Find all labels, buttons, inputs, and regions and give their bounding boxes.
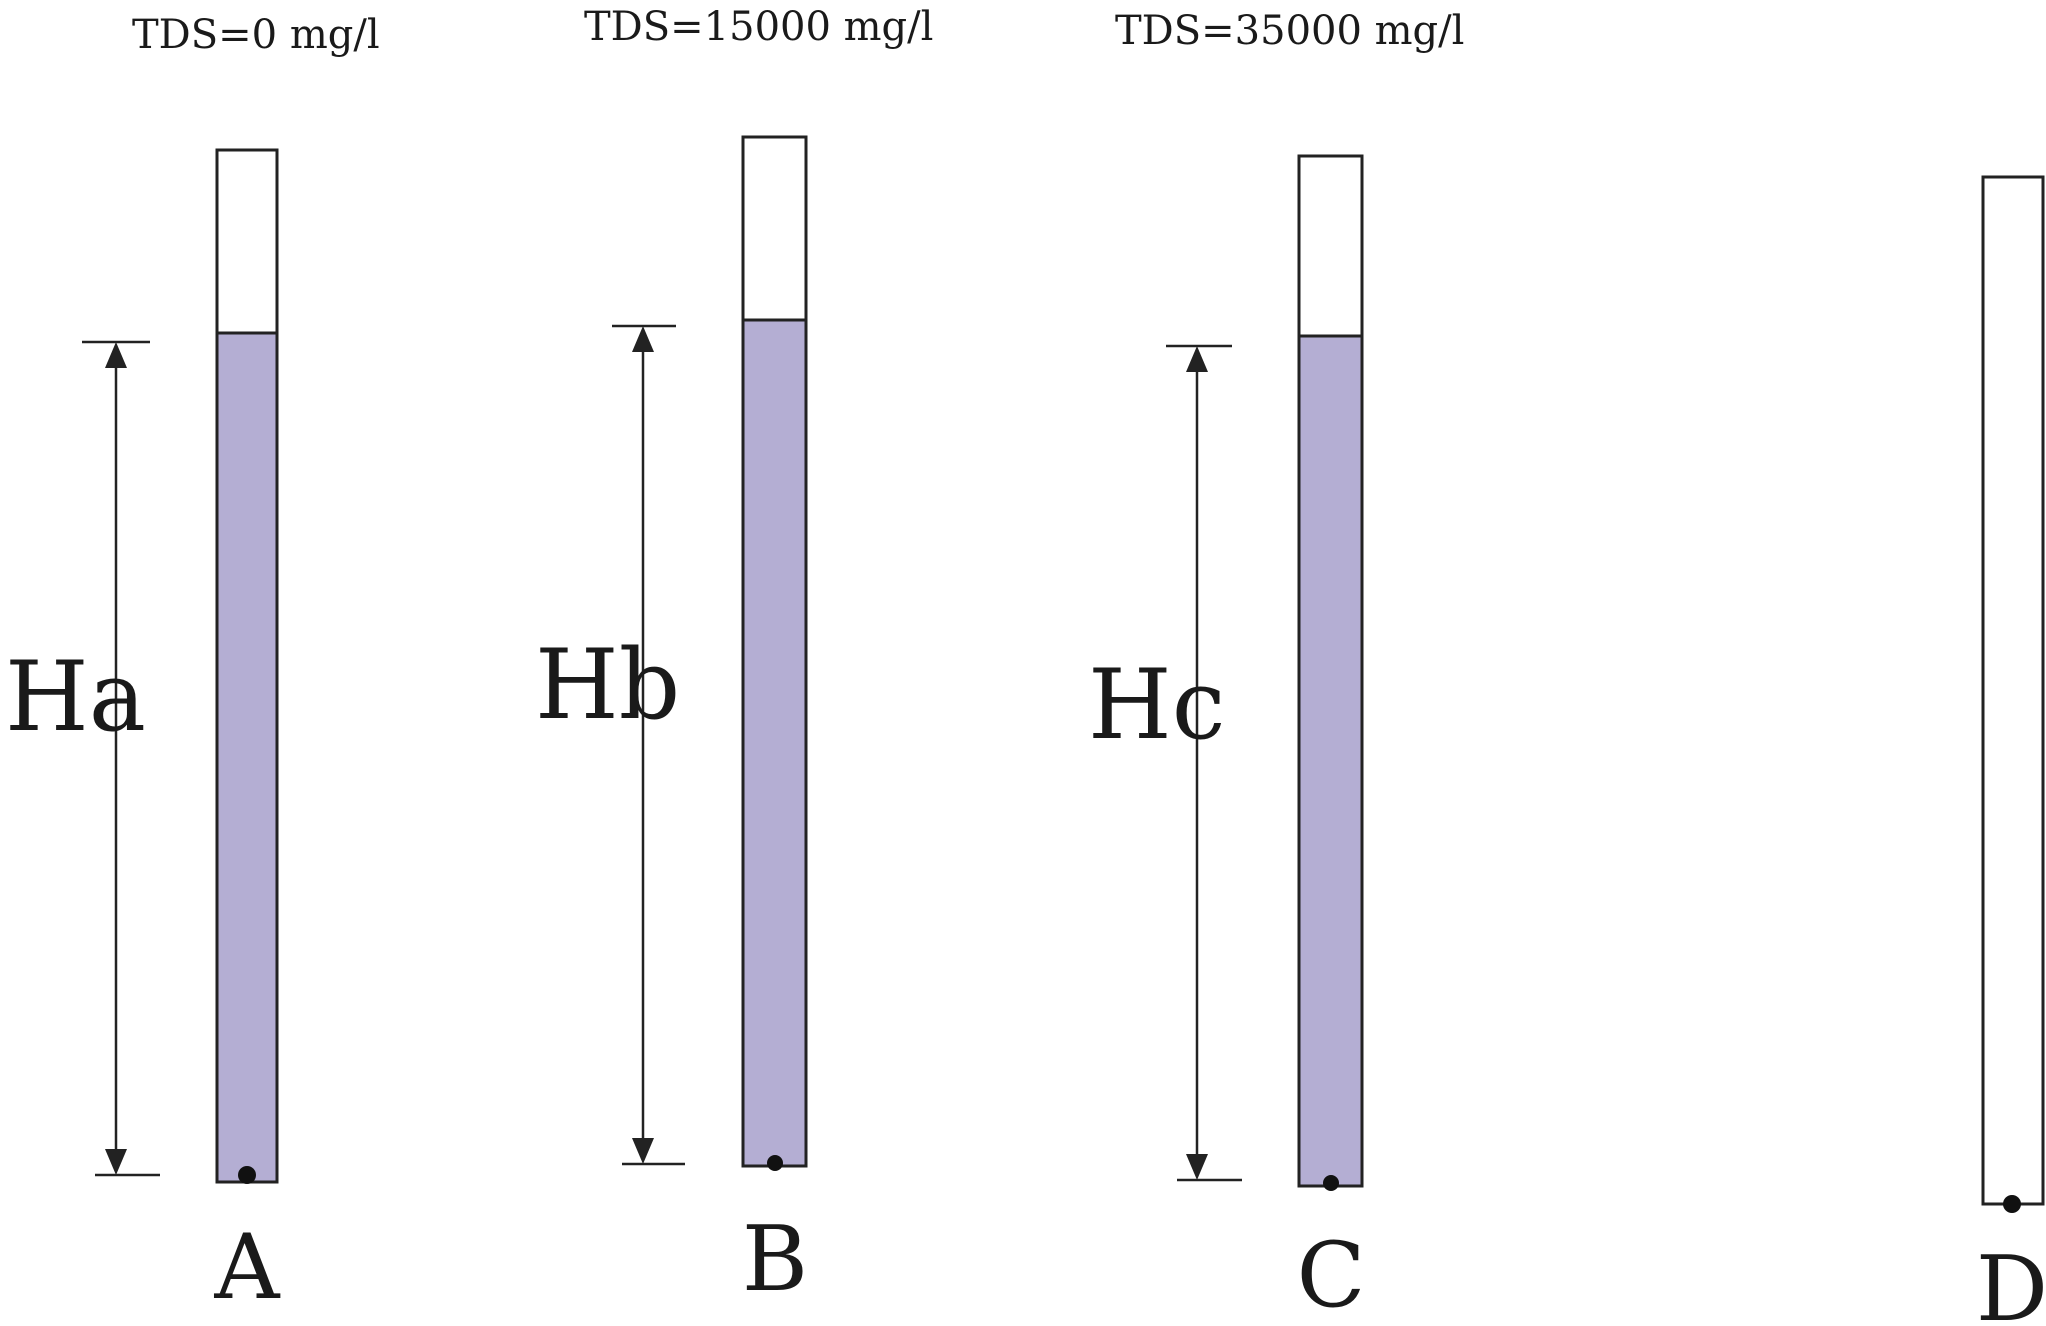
tube-b-label: B — [742, 1207, 808, 1312]
tube-b-liquid — [741, 318, 808, 1168]
tube-c-label: C — [1297, 1223, 1366, 1326]
tube-b-arrow-up — [632, 326, 654, 352]
tube-c-bottom-dot — [1323, 1175, 1339, 1191]
tube-c-height-label: Hc — [1088, 649, 1225, 761]
tube-c-group: TDS=35000 mg/l Hc C — [1088, 8, 1464, 1326]
tube-d-outline — [1981, 175, 2045, 1206]
tube-d-bottom-dot — [2003, 1195, 2021, 1213]
tube-b-height-label: Hb — [535, 629, 680, 741]
tube-b-bottom-dot — [767, 1155, 783, 1171]
tube-d-group: D — [1976, 175, 2046, 1326]
tube-a-tds-label: TDS=0 mg/l — [132, 12, 380, 58]
tube-a-bottom-dot — [238, 1166, 256, 1184]
tube-a-liquid — [215, 331, 279, 1184]
tube-c-liquid — [1297, 334, 1364, 1188]
tube-c-arrow-down — [1186, 1154, 1208, 1180]
tube-a-height-label: Ha — [5, 641, 146, 753]
tube-b-group: TDS=15000 mg/l Hb B — [535, 4, 933, 1312]
tube-a-arrow-down — [105, 1149, 127, 1175]
tube-b-tds-label: TDS=15000 mg/l — [584, 4, 933, 50]
tube-b-arrow-down — [632, 1138, 654, 1164]
tube-a-group: TDS=0 mg/l Ha A — [5, 12, 380, 1320]
tube-a-label: A — [214, 1215, 281, 1320]
tube-a-arrow-up — [105, 342, 127, 368]
tube-c-arrow-up — [1186, 346, 1208, 372]
tube-d-label: D — [1976, 1237, 2046, 1326]
tube-c-tds-label: TDS=35000 mg/l — [1115, 8, 1464, 54]
